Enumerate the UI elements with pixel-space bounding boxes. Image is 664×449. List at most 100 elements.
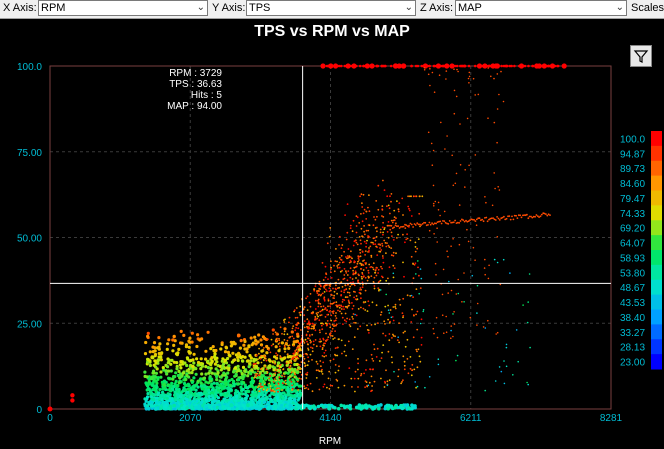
data-point (306, 295, 309, 298)
data-point (148, 381, 152, 385)
data-point (215, 360, 219, 364)
data-point (188, 351, 192, 355)
data-point (327, 407, 332, 411)
data-point (250, 396, 254, 400)
data-point (263, 385, 267, 389)
data-point (341, 261, 344, 264)
data-point (186, 390, 190, 394)
data-point (313, 406, 317, 410)
data-point (234, 372, 238, 376)
data-point (160, 396, 164, 400)
data-point (390, 247, 393, 250)
data-point (224, 377, 228, 381)
data-point (208, 376, 212, 380)
data-point (237, 391, 241, 396)
data-point (182, 400, 186, 404)
data-point (224, 361, 229, 365)
data-point (354, 298, 357, 301)
data-point (335, 317, 338, 319)
data-point (243, 369, 247, 373)
y-axis-select[interactable]: TPS ⌄ (246, 0, 416, 16)
data-point (314, 324, 317, 326)
data-point (260, 354, 262, 357)
data-point (526, 321, 529, 324)
data-point (214, 394, 218, 398)
data-point (149, 405, 154, 409)
data-point (351, 230, 354, 233)
data-point (265, 389, 268, 392)
data-point (407, 205, 410, 208)
data-point (421, 223, 424, 225)
data-point (335, 304, 338, 307)
data-point (420, 224, 423, 226)
data-point (351, 278, 354, 280)
data-point (276, 394, 280, 398)
data-point (505, 217, 508, 220)
z-axis-select[interactable]: MAP ⌄ (455, 0, 627, 16)
data-point (178, 376, 182, 380)
data-point (209, 384, 213, 388)
data-point (168, 406, 173, 411)
data-point (360, 404, 365, 408)
data-point (289, 355, 293, 359)
data-point (324, 349, 327, 352)
filter-button[interactable] (630, 45, 652, 67)
data-point (266, 406, 270, 411)
data-point (498, 93, 500, 96)
data-point (349, 227, 352, 230)
data-point (331, 384, 334, 387)
data-point (389, 405, 393, 409)
data-point (377, 184, 380, 187)
data-point (411, 308, 413, 311)
data-point (265, 351, 269, 355)
data-point (152, 405, 156, 409)
data-point (218, 375, 222, 379)
data-point (312, 404, 316, 408)
data-point (319, 340, 322, 343)
data-point (287, 406, 291, 411)
data-point (194, 406, 198, 410)
data-point (361, 235, 363, 238)
color-scale-swatch (651, 131, 662, 147)
data-point (408, 226, 410, 228)
data-point (345, 270, 347, 272)
data-point (181, 400, 186, 404)
data-point (146, 387, 150, 391)
data-point (327, 406, 331, 411)
data-point (213, 406, 217, 410)
data-point (422, 310, 425, 313)
data-point (171, 406, 175, 411)
data-point (284, 400, 288, 405)
data-point (194, 405, 198, 410)
data-point (276, 383, 280, 387)
data-point (302, 405, 306, 410)
data-point (180, 373, 184, 377)
data-point (248, 402, 252, 406)
data-point (290, 362, 293, 364)
data-point (222, 371, 226, 375)
scales-button[interactable]: Scales (631, 2, 664, 14)
data-point (447, 255, 449, 258)
data-point (177, 387, 181, 392)
data-point (288, 354, 292, 359)
data-point (378, 280, 380, 283)
data-point (180, 405, 185, 409)
data-point (230, 397, 234, 401)
data-point (304, 403, 308, 408)
data-point (348, 301, 350, 303)
x-axis-select[interactable]: RPM ⌄ (38, 0, 208, 16)
data-point (224, 383, 228, 387)
data-point (286, 333, 289, 336)
data-point (223, 406, 227, 410)
data-point (272, 389, 274, 391)
data-point (199, 391, 203, 395)
data-point (155, 396, 159, 400)
data-point (216, 400, 220, 404)
data-point (300, 338, 303, 341)
data-point (361, 251, 364, 253)
data-point (304, 338, 307, 341)
data-point (204, 396, 208, 400)
data-point (205, 405, 209, 409)
data-point (371, 241, 374, 244)
data-point (320, 365, 322, 368)
